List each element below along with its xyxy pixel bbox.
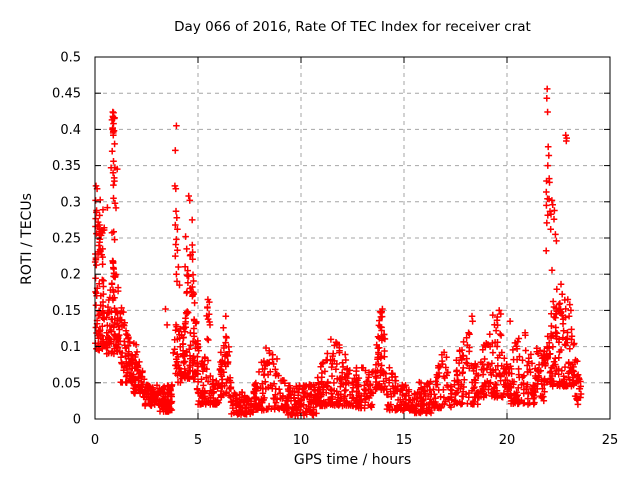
svg-text:0: 0 [73,413,81,428]
svg-text:10: 10 [293,433,310,448]
svg-text:15: 15 [396,433,413,448]
tick-labels: 0 5 10 15 20 25 0 0.05 0.1 0.15 0.2 0.25 0.3 0.35 0.4 0… [52,51,618,449]
svg-text:0.2: 0.2 [60,268,81,283]
svg-text:20: 20 [499,433,516,448]
svg-text:0.05: 0.05 [52,376,81,391]
svg-text:0.3: 0.3 [60,195,81,210]
svg-text:0.25: 0.25 [52,232,81,247]
data-points [91,85,585,419]
svg-text:0.5: 0.5 [60,51,81,66]
svg-text:0.1: 0.1 [60,340,81,355]
svg-text:0: 0 [91,433,99,448]
x-axis-label: GPS time / hours [293,452,412,468]
svg-text:25: 25 [602,433,619,448]
svg-text:0.4: 0.4 [60,123,81,138]
svg-text:0.35: 0.35 [52,159,81,174]
plot-frame [94,56,611,420]
svg-text:0.15: 0.15 [52,304,81,319]
chart-title: Day 066 of 2016, Rate Of TEC Index for r… [174,19,531,35]
svg-text:5: 5 [194,433,202,448]
svg-text:0.45: 0.45 [52,87,81,102]
